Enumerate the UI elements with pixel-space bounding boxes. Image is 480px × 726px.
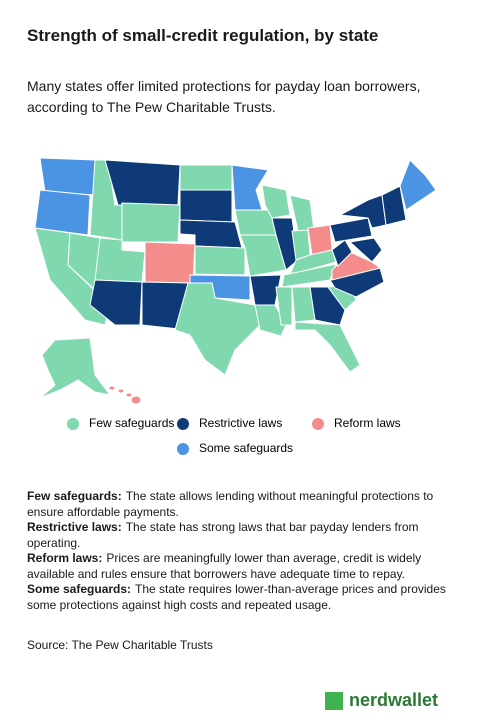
- state: [89, 279, 143, 326]
- state: [254, 304, 287, 337]
- legend-label: Few safeguards: [89, 416, 174, 430]
- note: Restrictive laws: The state has strong la…: [27, 520, 457, 551]
- state: [39, 157, 96, 196]
- state: [331, 239, 353, 267]
- state: [289, 194, 315, 232]
- note-text: The state has strong laws that bar payda…: [27, 520, 419, 550]
- legend: Few safeguards Restrictive laws Reform law…: [67, 416, 401, 455]
- state: [144, 241, 196, 284]
- subtitle: Many states offer limited protections fo…: [27, 78, 421, 115]
- state: [117, 388, 125, 394]
- note-text: Prices are meaningfully lower than avera…: [27, 551, 422, 581]
- note-text: The state allows lending without meaning…: [27, 489, 434, 519]
- note-term: Reform laws:: [27, 551, 103, 565]
- state: [261, 184, 291, 219]
- state: [348, 237, 383, 263]
- legend-label: Restrictive laws: [199, 416, 282, 430]
- state: [125, 392, 133, 398]
- state: [174, 282, 261, 376]
- note-term: Restrictive laws:: [27, 520, 122, 534]
- state: [231, 164, 269, 211]
- legend-swatch: [177, 443, 189, 455]
- state: [309, 286, 346, 326]
- state: [121, 202, 181, 243]
- state: [104, 159, 181, 206]
- state: [108, 385, 116, 391]
- brand-name: nerdwallet: [349, 690, 439, 710]
- state: [94, 237, 146, 283]
- note: Few safeguards: The state allows lending …: [27, 489, 457, 520]
- legend-swatch: [67, 418, 79, 430]
- note-term: Some safeguards:: [27, 582, 132, 596]
- state: [399, 159, 437, 211]
- state: [239, 234, 287, 277]
- note: Some safeguards: The state requires lower…: [27, 582, 457, 613]
- state: [179, 189, 233, 223]
- brand-logo: nerdwallet: [325, 690, 438, 711]
- note: Reform laws: Prices are meaningfully lowe…: [27, 551, 457, 582]
- state: [39, 337, 112, 399]
- legend-label: Reform laws: [334, 416, 401, 430]
- legend-swatch: [177, 418, 189, 430]
- title: Strength of small-credit regulation, by …: [27, 26, 379, 45]
- us-map: [34, 157, 437, 405]
- note-term: Few safeguards:: [27, 489, 122, 503]
- logo-mark: [325, 691, 343, 710]
- state: [130, 395, 142, 405]
- state: [381, 185, 407, 226]
- notes: Few safeguards: The state allows lending …: [27, 489, 457, 613]
- state: [194, 245, 246, 276]
- note-text: The state requires lower-than-average pr…: [27, 582, 446, 612]
- state: [294, 321, 361, 373]
- state: [275, 286, 293, 326]
- legend-label: Some safeguards: [199, 441, 293, 455]
- state: [34, 189, 91, 236]
- state: [329, 217, 373, 243]
- legend-swatch: [312, 418, 324, 430]
- source: Source: The Pew Charitable Trusts: [27, 638, 213, 652]
- state: [179, 164, 233, 191]
